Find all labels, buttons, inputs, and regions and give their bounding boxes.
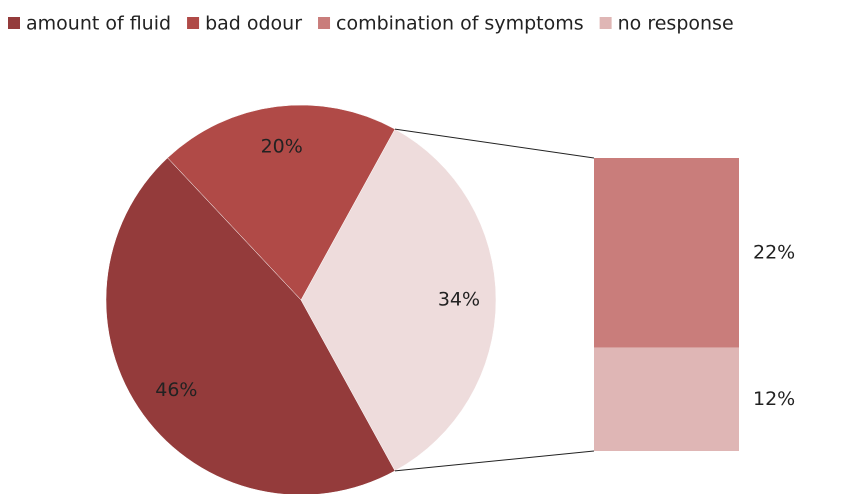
legend-swatch <box>8 17 20 29</box>
data-label: 34% <box>438 289 480 311</box>
legend-swatch <box>599 17 612 29</box>
connector <box>394 128 595 159</box>
legend-label: amount of fluid <box>26 13 171 35</box>
data-label: 12% <box>753 388 795 410</box>
pie-slice <box>167 104 396 301</box>
legend-swatch <box>187 17 200 29</box>
pie-slice-other <box>300 128 497 472</box>
data-label: 46% <box>155 379 197 401</box>
data-label: 20% <box>261 136 303 158</box>
bar-segment <box>594 347 739 451</box>
connector <box>394 450 595 472</box>
bar-segment <box>594 158 739 348</box>
legend-label: bad odour <box>205 13 302 35</box>
legend-swatch <box>318 17 331 29</box>
legend-label: combination of symptoms <box>336 13 584 35</box>
data-label: 22% <box>753 241 795 263</box>
legend-label: no response <box>618 13 734 35</box>
